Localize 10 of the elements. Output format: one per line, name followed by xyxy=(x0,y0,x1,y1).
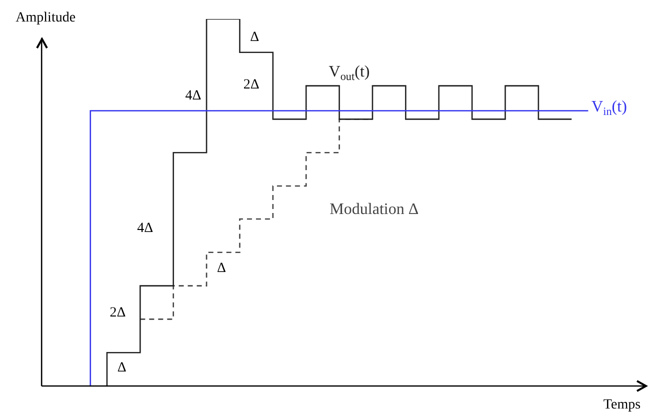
annotation: 4Δ xyxy=(137,220,154,236)
annotation: Δ xyxy=(250,30,260,46)
series-label: Modulation Δ xyxy=(330,201,419,218)
x-axis-title: Temps xyxy=(603,398,641,412)
annotation: Δ xyxy=(216,261,226,276)
y-axis-title: Amplitude xyxy=(16,10,76,26)
annotation: Δ xyxy=(117,360,126,376)
annotation: 2Δ xyxy=(243,78,260,93)
annotation: 4Δ xyxy=(185,88,202,104)
annotation: 2Δ xyxy=(110,305,126,320)
